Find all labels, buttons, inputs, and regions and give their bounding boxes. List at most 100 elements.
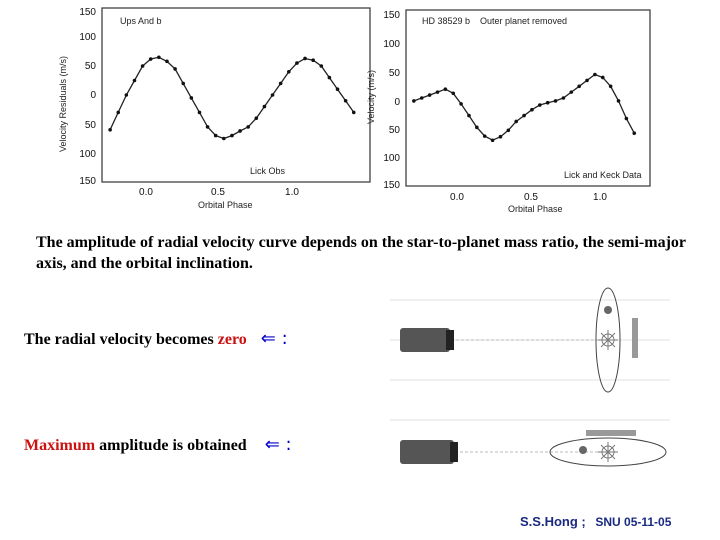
planet-icon: [604, 306, 612, 314]
y-tick: 50: [389, 68, 401, 79]
planet-icon: [579, 446, 587, 454]
orbit-illustration: [390, 287, 670, 467]
y-tick: 150: [79, 176, 96, 187]
data-point: [435, 90, 440, 94]
data-point: [467, 113, 471, 118]
explanation-paragraph: The amplitude of radial velocity curve d…: [36, 234, 686, 272]
data-point: [311, 58, 315, 62]
data-point: [530, 107, 534, 112]
y-tick: 50: [85, 120, 97, 131]
x-axis-label: Orbital Phase: [198, 200, 253, 210]
maximum-amplitude-line: Maximum amplitude is obtained ⇐ :: [24, 434, 292, 455]
data-point: [608, 84, 613, 89]
data-point: [205, 125, 210, 129]
data-point: [569, 90, 574, 94]
data-point: [553, 99, 558, 103]
y-tick: 100: [383, 153, 400, 164]
data-point: [327, 75, 332, 80]
data-point: [222, 136, 226, 141]
y-tick: 150: [383, 10, 400, 21]
data-point: [490, 138, 495, 143]
data-point: [624, 116, 629, 121]
plot-title: Ups And b: [120, 16, 162, 26]
y-tick: 100: [79, 32, 96, 43]
velocity-arrow-icon: [586, 430, 636, 436]
data-point: [459, 102, 463, 106]
data-point: [506, 128, 511, 133]
x-tick: 1.0: [285, 187, 299, 198]
rv-plot-left: 150 100 50 0 50 100 150 Velocity Residua…: [58, 7, 371, 210]
telescope-icon-top: [400, 328, 454, 352]
data-point: [538, 103, 542, 107]
data-point: [116, 110, 121, 115]
data-point: [213, 133, 218, 138]
data-point: [585, 78, 589, 83]
data-point: [343, 99, 348, 103]
zero-prefix: The radial velocity becomes: [24, 331, 218, 348]
data-point: [197, 110, 202, 115]
data-point: [593, 72, 597, 77]
data-point: [124, 93, 129, 97]
x-tick: 0.5: [524, 192, 538, 203]
x-tick: 1.0: [593, 192, 607, 203]
data-point: [238, 129, 242, 133]
data-point: [412, 99, 416, 103]
data-point: [475, 125, 479, 130]
rv-plot-right: 150 100 50 0 50 100 150 Velocity (m/s) H…: [366, 9, 651, 214]
y-tick: 0: [394, 97, 400, 108]
data-point: [577, 84, 581, 89]
fit-curve: [109, 56, 355, 140]
data-point: [295, 61, 299, 65]
data-point: [165, 59, 169, 64]
data-point: [561, 96, 566, 100]
data-point: [278, 81, 283, 86]
plot-annotation: Lick Obs: [250, 166, 286, 176]
data-point: [545, 100, 550, 105]
data-point: [108, 128, 112, 132]
data-point: [189, 96, 194, 100]
data-point: [132, 78, 137, 83]
left-arrow-icon: ⇐ :: [264, 434, 292, 455]
y-tick: 50: [389, 125, 401, 136]
data-point: [600, 75, 605, 80]
plot-subtitle: Outer planet removed: [480, 16, 567, 26]
star-icon: [598, 442, 618, 462]
x-tick: 0.5: [211, 187, 225, 198]
footer-credit: S.S.Hong ; SNU 05-11-05: [520, 514, 671, 529]
data-point: [443, 87, 448, 91]
y-axis-label: Velocity Residuals (m/s): [58, 56, 68, 152]
star-icon: [598, 330, 618, 350]
data-point: [230, 133, 234, 138]
data-point: [616, 99, 621, 103]
y-axis-label: Velocity (m/s): [366, 70, 376, 124]
y-tick: 0: [90, 90, 96, 101]
data-point: [319, 64, 324, 68]
x-tick: 0.0: [139, 187, 153, 198]
footer-date: SNU 05-11-05: [595, 515, 672, 529]
data-point: [335, 87, 340, 91]
data-point: [140, 64, 145, 68]
data-point: [522, 113, 526, 118]
data-point: [148, 57, 153, 61]
y-tick: 150: [383, 180, 400, 191]
data-point: [157, 55, 161, 60]
data-point: [632, 131, 637, 135]
zero-velocity-line: The radial velocity becomes zero ⇐ :: [24, 328, 288, 349]
maximum-suffix: amplitude is obtained: [95, 437, 247, 454]
data-point: [254, 116, 259, 120]
velocity-arrow-icon: [632, 318, 638, 358]
maximum-word: Maximum: [24, 437, 96, 454]
data-point: [270, 93, 275, 97]
data-point: [482, 134, 487, 138]
telescope-icon-bottom: [400, 440, 458, 464]
zero-word: zero: [217, 331, 247, 348]
y-tick: 150: [79, 7, 96, 18]
data-point: [419, 96, 424, 100]
y-tick: 100: [79, 149, 96, 160]
footer-author: S.S.Hong ;: [520, 514, 586, 529]
data-point: [351, 110, 356, 115]
data-point: [514, 119, 518, 124]
x-axis-label: Orbital Phase: [508, 204, 563, 214]
data-point: [427, 93, 432, 97]
fit-curve: [413, 73, 635, 141]
